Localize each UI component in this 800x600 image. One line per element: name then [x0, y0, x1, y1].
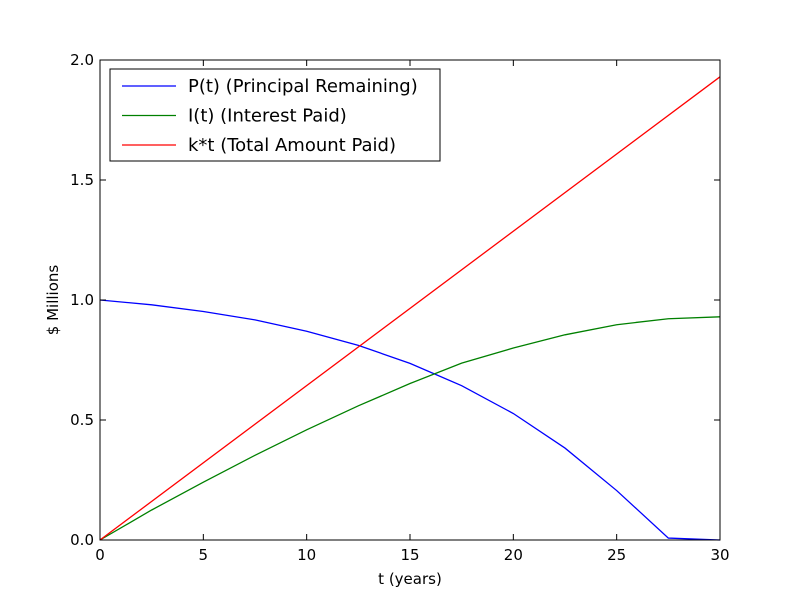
y-tick-label: 2.0 — [70, 51, 94, 69]
series-line-3 — [99, 76, 721, 541]
y-tick-label: 1.0 — [70, 291, 94, 309]
y-tick-label: 0.5 — [70, 411, 94, 429]
series-layer — [99, 76, 721, 541]
legend: P(t) (Principal Remaining) I(t) (Interest… — [109, 68, 441, 162]
y-axis-label: $ Millions — [44, 265, 62, 336]
x-tick-label: 5 — [199, 546, 209, 564]
x-tick-label: 10 — [297, 546, 316, 564]
y-tick-label: 1.5 — [70, 171, 94, 189]
y-tick-label: 0.0 — [70, 531, 94, 549]
ticks-layer: 0 5 10 15 20 25 30 0.0 0.5 1.0 1.5 2.0 — [70, 51, 729, 564]
legend-label-1: P(t) (Principal Remaining) — [188, 76, 418, 97]
plot-frame — [99, 59, 721, 541]
x-tick-label: 20 — [504, 546, 523, 564]
x-tick-label: 0 — [95, 546, 105, 564]
x-tick-label: 25 — [607, 546, 626, 564]
series-line-2 — [99, 316, 721, 541]
legend-label-3: k*t (Total Amount Paid) — [188, 135, 396, 156]
x-tick-label: 15 — [400, 546, 419, 564]
legend-label-2: I(t) (Interest Paid) — [188, 106, 347, 127]
x-axis-label: t (years) — [378, 570, 442, 588]
x-tick-label: 30 — [710, 546, 729, 564]
series-line-1 — [99, 299, 721, 541]
